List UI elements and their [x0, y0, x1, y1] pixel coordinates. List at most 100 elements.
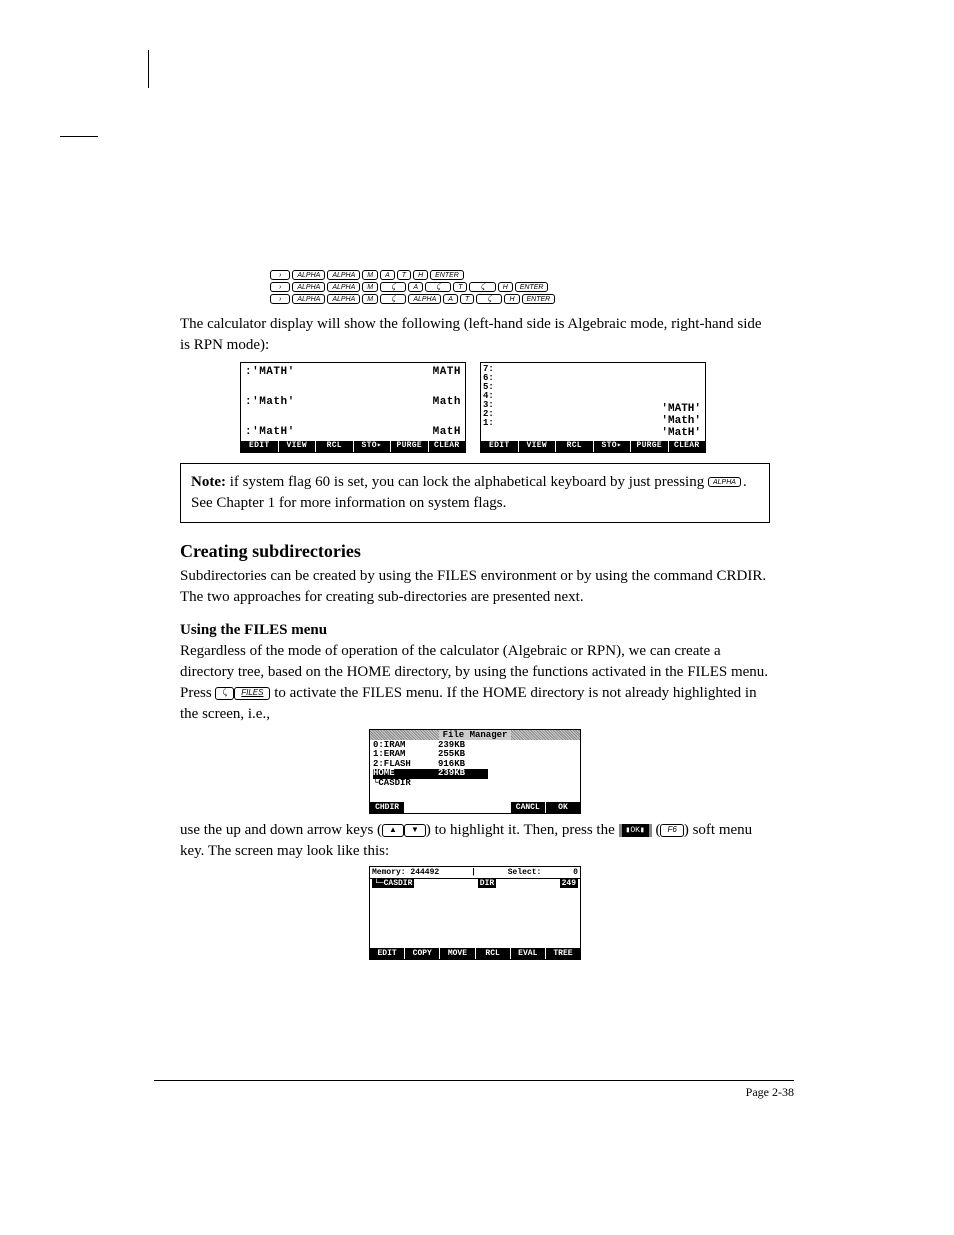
menu-item: VIEW [519, 441, 557, 452]
key-t: T [397, 270, 411, 280]
lcd-left: :'MATH' [245, 366, 295, 378]
key-h: H [413, 270, 428, 280]
menu-item: RCL [476, 948, 511, 959]
key-enter: ENTER [430, 270, 464, 280]
menu-item: EDIT [241, 441, 279, 452]
menu-item: RCL [316, 441, 354, 452]
lcd-rpn: 7:6:5:4:3:2:1: 'MATH''Math''MatH' EDITVI… [480, 362, 706, 453]
header-select: Select: [508, 868, 542, 877]
lcd-softmenu: EDITVIEWRCLSTO▸PURGECLEAR [481, 441, 705, 452]
menu-item: CANCL [511, 802, 546, 813]
key-alpha: ALPHA [292, 282, 325, 292]
key-a: A [380, 270, 395, 280]
note-label: Note: [191, 474, 226, 490]
menu-item: VIEW [279, 441, 317, 452]
dir-type: DIR [478, 879, 496, 888]
intro-paragraph: The calculator display will show the fol… [180, 314, 770, 356]
text: use the up and down arrow keys ( [180, 822, 382, 838]
key-sequences: ›ALPHAALPHAMATHENTER ›ALPHAALPHAM⤹A⤹T⤹HE… [270, 270, 770, 304]
menu-item: MOVE [440, 948, 475, 959]
menu-item: OK [546, 802, 580, 813]
key-shift: › [270, 282, 290, 292]
lcd-algebraic: :'MATH' MATH :'Math' Math :'MatH' MatH EDIT… [240, 362, 466, 453]
subheading-files-menu: Using the FILES menu [180, 622, 770, 639]
lcd-header: Memory: 244492 | Select: 0 [370, 867, 580, 879]
heading-creating-subdirs: Creating subdirectories [180, 541, 770, 562]
lcd-left: :'MatH' [245, 426, 295, 438]
key-alpha: ALPHA [708, 477, 741, 487]
crop-mark [60, 136, 98, 137]
note-box: Note: if system flag 60 is set, you can … [180, 463, 770, 523]
key-alpha: ALPHA [327, 270, 360, 280]
lcd-pair: :'MATH' MATH :'Math' Math :'MatH' MatH EDIT… [240, 362, 770, 453]
key-h: H [504, 294, 519, 304]
creating-paragraph: Subdirectories can be created by using t… [180, 566, 770, 608]
key-h: H [498, 282, 513, 292]
lcd-file-manager: File Manager 0:IRAM239KB 1:ERAM255KB 2:F… [369, 729, 581, 814]
menu-item: EVAL [511, 948, 546, 959]
lcd-right: MatH [433, 426, 461, 438]
key-shift: › [270, 294, 290, 304]
key-row-3: ›ALPHAALPHAM⤹ALPHAAT⤹HENTER [270, 294, 770, 304]
header-memory: Memory: 244492 [372, 868, 439, 877]
dir-size: 249 [560, 879, 578, 888]
menu-blank [405, 802, 440, 813]
key-enter: ENTER [515, 282, 549, 292]
menu-item: PURGE [391, 441, 429, 452]
key-files: FILES [234, 687, 270, 700]
softkey-ok: ▮OK▮ [619, 824, 652, 837]
page-content: ›ALPHAALPHAMATHENTER ›ALPHAALPHAM⤹A⤹T⤹HE… [100, 50, 800, 1070]
key-leftshift: ⤹ [425, 282, 451, 292]
key-m: M [362, 282, 378, 292]
files-paragraph: Regardless of the mode of operation of t… [180, 641, 770, 725]
menu-item: EDIT [370, 948, 405, 959]
menu-item: STO▸ [354, 441, 392, 452]
menu-item: CHDIR [370, 802, 405, 813]
stack-values: 'MATH''Math''MatH' [497, 363, 705, 441]
menu-item: CLEAR [429, 441, 466, 452]
key-m: M [362, 270, 378, 280]
lcd-memory-view: Memory: 244492 | Select: 0 └─CASDIR DIR … [369, 866, 581, 960]
key-t: T [453, 282, 467, 292]
menu-blank [476, 802, 511, 813]
lcd-left: :'Math' [245, 396, 295, 408]
header-count: 0 [573, 868, 578, 877]
lcd-softmenu: EDITVIEWRCLSTO▸PURGECLEAR [241, 441, 465, 452]
menu-item: STO▸ [594, 441, 632, 452]
key-leftshift: ⤹ [380, 294, 406, 304]
key-alpha: ALPHA [292, 294, 325, 304]
key-leftshift: ⤹ [380, 282, 406, 292]
lcd-row-highlighted: └─CASDIR DIR 249 [370, 879, 580, 888]
lcd-right: MATH [433, 366, 461, 378]
arrow-paragraph: use the up and down arrow keys (▲▼) to h… [180, 820, 770, 862]
menu-item: COPY [405, 948, 440, 959]
key-enter: ENTER [522, 294, 556, 304]
fm-subdir: └CASDIR [373, 779, 411, 788]
key-alpha: ALPHA [327, 294, 360, 304]
lcd-softmenu: EDITCOPYMOVERCLEVALTREE [370, 948, 580, 959]
key-leftshift-icon: ⤹ [215, 687, 234, 700]
key-m: M [362, 294, 378, 304]
stack-levels: 7:6:5:4:3:2:1: [481, 363, 497, 441]
key-leftshift: ⤹ [476, 294, 502, 304]
note-text: if system flag 60 is set, you can lock t… [226, 474, 708, 490]
lcd-title: File Manager [370, 730, 580, 740]
menu-item: EDIT [481, 441, 519, 452]
key-a: A [408, 282, 423, 292]
lcd-softmenu: CHDIR CANCLOK [370, 802, 580, 813]
fm-size: 239KB [438, 769, 488, 778]
menu-item: PURGE [631, 441, 669, 452]
page-number: Page 2-38 [154, 1080, 794, 1100]
key-down-icon: ▼ [404, 824, 426, 837]
lcd-right: Math [433, 396, 461, 408]
key-alpha: ALPHA [327, 282, 360, 292]
key-f6: F6 [660, 824, 683, 837]
menu-item: CLEAR [669, 441, 706, 452]
text: ) to highlight it. Then, press the [426, 822, 619, 838]
key-alpha: ALPHA [292, 270, 325, 280]
key-t: T [460, 294, 474, 304]
menu-item: TREE [546, 948, 580, 959]
key-up-icon: ▲ [382, 824, 404, 837]
key-alpha: ALPHA [408, 294, 441, 304]
key-row-1: ›ALPHAALPHAMATHENTER [270, 270, 770, 280]
